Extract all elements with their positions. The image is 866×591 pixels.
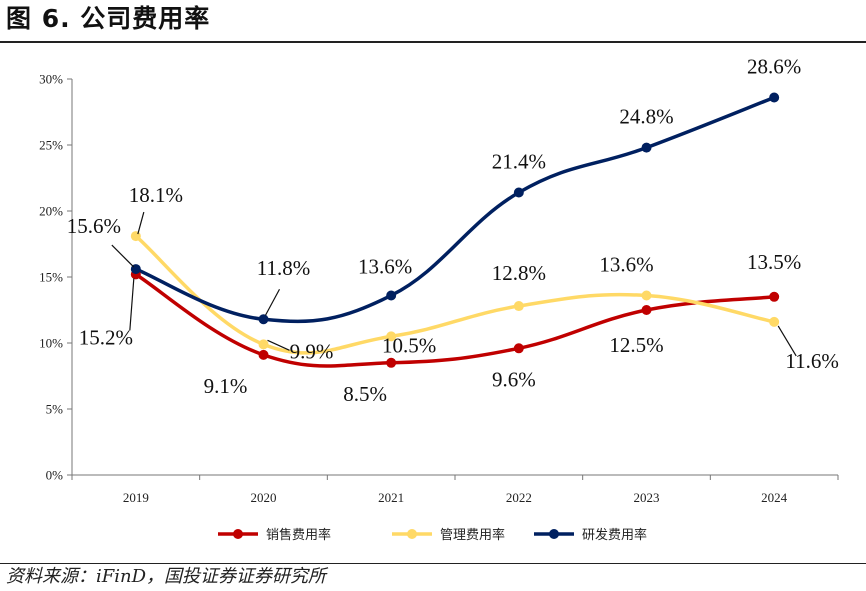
expense-ratio-chart: 0% 5% 10% 15% 20% 25% 30% 2019 2020 2021 2022 2023 2… <box>39 54 839 543</box>
data-label-admin: 18.1% <box>129 183 183 207</box>
legend-label-rnd: 研发费用率 <box>582 527 647 543</box>
y-tick-label: 5% <box>46 402 64 417</box>
title-divider <box>0 41 866 43</box>
data-point-admin <box>513 301 524 312</box>
series-line-admin <box>134 234 776 355</box>
data-point-rnd <box>258 314 269 325</box>
y-tick-label: 30% <box>39 72 63 87</box>
data-point-rnd <box>386 290 397 301</box>
data-label-sales: 12.5% <box>609 333 663 357</box>
y-tick-label: 20% <box>39 204 63 219</box>
label-leader-line <box>111 244 135 268</box>
data-label-rnd: 24.8% <box>619 105 673 129</box>
data-label-admin: 9.9% <box>290 339 334 363</box>
data-label-sales: 13.5% <box>747 250 801 274</box>
data-label-rnd: 28.6% <box>747 54 801 78</box>
legend-label-sales: 销售费用率 <box>266 527 331 543</box>
x-tick-label: 2022 <box>506 490 532 505</box>
series-line-sales <box>134 272 776 368</box>
x-tick-label: 2023 <box>634 490 660 505</box>
data-point-rnd <box>641 142 652 153</box>
data-label-admin: 12.8% <box>492 261 546 285</box>
series-line-rnd <box>134 95 776 324</box>
data-point-admin <box>641 290 652 301</box>
source-note: 资料来源：iFinD，国投证券证券研究所 <box>6 566 327 587</box>
label-leader-line <box>137 211 145 235</box>
x-tick-label: 2020 <box>251 490 277 505</box>
label-leader-line <box>267 339 290 351</box>
y-tick-label: 25% <box>39 138 63 153</box>
x-tick-label: 2024 <box>761 490 788 505</box>
data-label-sales: 15.2% <box>79 325 133 349</box>
data-label-sales: 9.6% <box>492 367 536 391</box>
data-label-sales: 8.5% <box>343 382 387 406</box>
label-leader-line <box>264 288 281 316</box>
x-tick-label: 2021 <box>378 490 404 505</box>
data-label-rnd: 15.6% <box>67 214 121 238</box>
legend-label-admin: 管理费用率 <box>440 527 505 543</box>
data-point-sales <box>513 343 524 354</box>
y-tick-label: 15% <box>39 270 63 285</box>
data-label-admin: 11.6% <box>785 349 838 373</box>
data-label-rnd: 21.4% <box>492 150 546 174</box>
data-label-admin: 10.5% <box>382 333 436 357</box>
x-tick-label: 2019 <box>123 490 149 505</box>
label-leader-line <box>129 278 135 331</box>
data-label-rnd: 11.8% <box>257 256 310 280</box>
data-point-rnd <box>513 187 524 198</box>
y-tick-label: 10% <box>39 336 63 351</box>
data-point-sales <box>769 291 780 302</box>
legend-marker-sales <box>233 529 243 539</box>
y-tick-label: 0% <box>46 468 64 483</box>
data-label-rnd: 13.6% <box>358 254 412 278</box>
label-leader-line <box>777 325 797 357</box>
data-point-admin <box>386 331 397 342</box>
data-point-sales <box>258 349 269 360</box>
source-divider <box>0 563 866 564</box>
figure-title: 图 6. 公司费用率 <box>6 4 211 33</box>
data-point-admin <box>769 316 780 327</box>
data-label-admin: 13.6% <box>599 252 653 276</box>
data-point-admin <box>130 231 141 242</box>
legend-marker-admin <box>407 529 417 539</box>
data-point-admin <box>258 339 269 350</box>
data-point-sales <box>641 305 652 315</box>
data-point-sales <box>386 357 397 368</box>
data-point-rnd <box>769 92 780 103</box>
data-label-sales: 9.1% <box>204 374 248 398</box>
legend-marker-rnd <box>549 529 559 539</box>
